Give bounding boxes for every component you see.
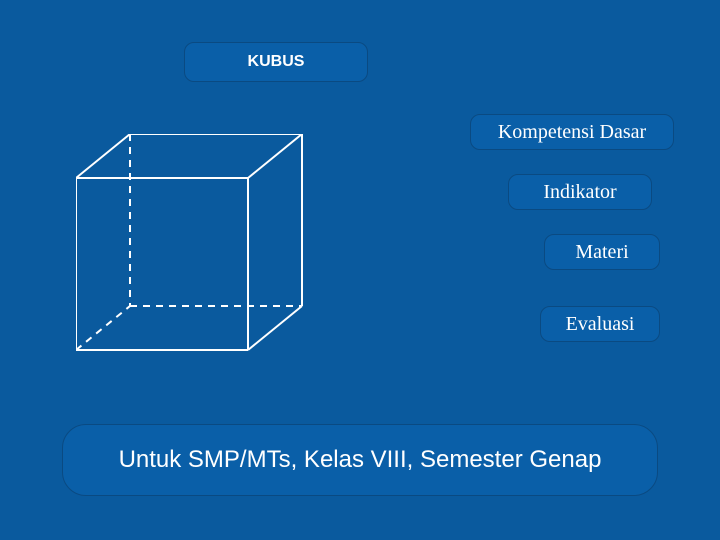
title-text: KUBUS (248, 53, 305, 71)
nav-button-1[interactable]: Indikator (508, 174, 652, 210)
nav-button-label: Kompetensi Dasar (498, 121, 646, 144)
nav-button-label: Materi (575, 241, 628, 264)
footer-text: Untuk SMP/MTs, Kelas VIII, Semester Gena… (119, 446, 602, 474)
nav-button-0[interactable]: Kompetensi Dasar (470, 114, 674, 150)
title-badge: KUBUS (184, 42, 368, 82)
footer-panel: Untuk SMP/MTs, Kelas VIII, Semester Gena… (62, 424, 658, 496)
nav-button-label: Indikator (543, 181, 616, 204)
nav-button-3[interactable]: Evaluasi (540, 306, 660, 342)
nav-button-2[interactable]: Materi (544, 234, 660, 270)
cube-diagram (76, 134, 316, 374)
nav-button-label: Evaluasi (566, 313, 635, 336)
